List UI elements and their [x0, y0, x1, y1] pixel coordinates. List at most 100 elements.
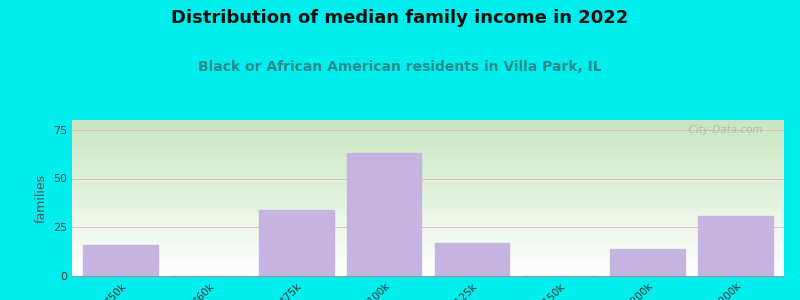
Bar: [72, 178, 784, 179]
Bar: [72, 160, 784, 162]
Bar: [72, 187, 784, 189]
Bar: [72, 129, 784, 131]
Bar: [72, 139, 784, 140]
Bar: [72, 259, 784, 260]
Bar: [72, 136, 784, 137]
Bar: [72, 274, 784, 276]
Bar: [72, 122, 784, 123]
Bar: [72, 133, 784, 134]
Bar: [72, 181, 784, 182]
Bar: [72, 242, 784, 243]
Bar: [610, 249, 685, 276]
Bar: [72, 165, 784, 167]
Bar: [72, 150, 784, 151]
Bar: [72, 229, 784, 231]
Bar: [72, 164, 784, 165]
Bar: [72, 207, 784, 209]
Bar: [72, 251, 784, 253]
Bar: [72, 224, 784, 226]
Bar: [72, 260, 784, 262]
Bar: [72, 215, 784, 217]
Bar: [72, 231, 784, 232]
Bar: [72, 167, 784, 168]
Bar: [72, 256, 784, 257]
Bar: [83, 245, 158, 276]
Bar: [72, 154, 784, 156]
Bar: [72, 185, 784, 187]
Bar: [72, 257, 784, 259]
Bar: [72, 182, 784, 184]
Bar: [72, 162, 784, 164]
Bar: [72, 209, 784, 211]
Bar: [72, 253, 784, 254]
Text: Black or African American residents in Villa Park, IL: Black or African American residents in V…: [198, 60, 602, 74]
Bar: [72, 140, 784, 142]
Bar: [258, 210, 334, 276]
Bar: [72, 240, 784, 242]
Bar: [72, 192, 784, 193]
Bar: [72, 176, 784, 178]
Bar: [72, 223, 784, 224]
Bar: [72, 234, 784, 236]
Bar: [72, 196, 784, 198]
Bar: [72, 179, 784, 181]
Bar: [72, 168, 784, 170]
Bar: [72, 212, 784, 214]
Bar: [72, 175, 784, 176]
Bar: [72, 243, 784, 245]
Bar: [72, 204, 784, 206]
Bar: [72, 142, 784, 143]
Bar: [72, 232, 784, 234]
Bar: [72, 120, 784, 122]
Bar: [72, 250, 784, 251]
Bar: [72, 143, 784, 145]
Y-axis label: families: families: [34, 173, 47, 223]
Bar: [72, 245, 784, 246]
Bar: [72, 268, 784, 270]
Text: City-Data.com: City-Data.com: [682, 125, 762, 135]
Bar: [72, 218, 784, 220]
Bar: [72, 201, 784, 203]
Bar: [72, 189, 784, 190]
Bar: [72, 238, 784, 240]
Bar: [72, 193, 784, 195]
Bar: [72, 128, 784, 129]
Bar: [72, 198, 784, 200]
Bar: [72, 173, 784, 175]
Bar: [72, 134, 784, 136]
Bar: [72, 236, 784, 237]
Bar: [72, 217, 784, 218]
Bar: [72, 267, 784, 268]
Bar: [72, 237, 784, 238]
Bar: [72, 148, 784, 150]
Bar: [72, 214, 784, 215]
Bar: [72, 172, 784, 173]
Bar: [72, 263, 784, 265]
Bar: [346, 153, 422, 276]
Bar: [72, 123, 784, 125]
Bar: [72, 184, 784, 185]
Bar: [434, 243, 510, 276]
Bar: [72, 125, 784, 126]
Bar: [72, 200, 784, 201]
Bar: [72, 203, 784, 204]
Bar: [72, 206, 784, 207]
Bar: [72, 273, 784, 274]
Bar: [72, 131, 784, 133]
Bar: [72, 248, 784, 250]
Bar: [72, 190, 784, 192]
Bar: [72, 137, 784, 139]
Bar: [72, 262, 784, 263]
Bar: [72, 246, 784, 248]
Bar: [72, 126, 784, 128]
Bar: [72, 228, 784, 229]
Bar: [72, 145, 784, 146]
Bar: [72, 158, 784, 159]
Text: Distribution of median family income in 2022: Distribution of median family income in …: [171, 9, 629, 27]
Bar: [72, 195, 784, 196]
Bar: [72, 221, 784, 223]
Bar: [698, 215, 773, 276]
Bar: [72, 159, 784, 160]
Bar: [72, 265, 784, 267]
Bar: [72, 270, 784, 271]
